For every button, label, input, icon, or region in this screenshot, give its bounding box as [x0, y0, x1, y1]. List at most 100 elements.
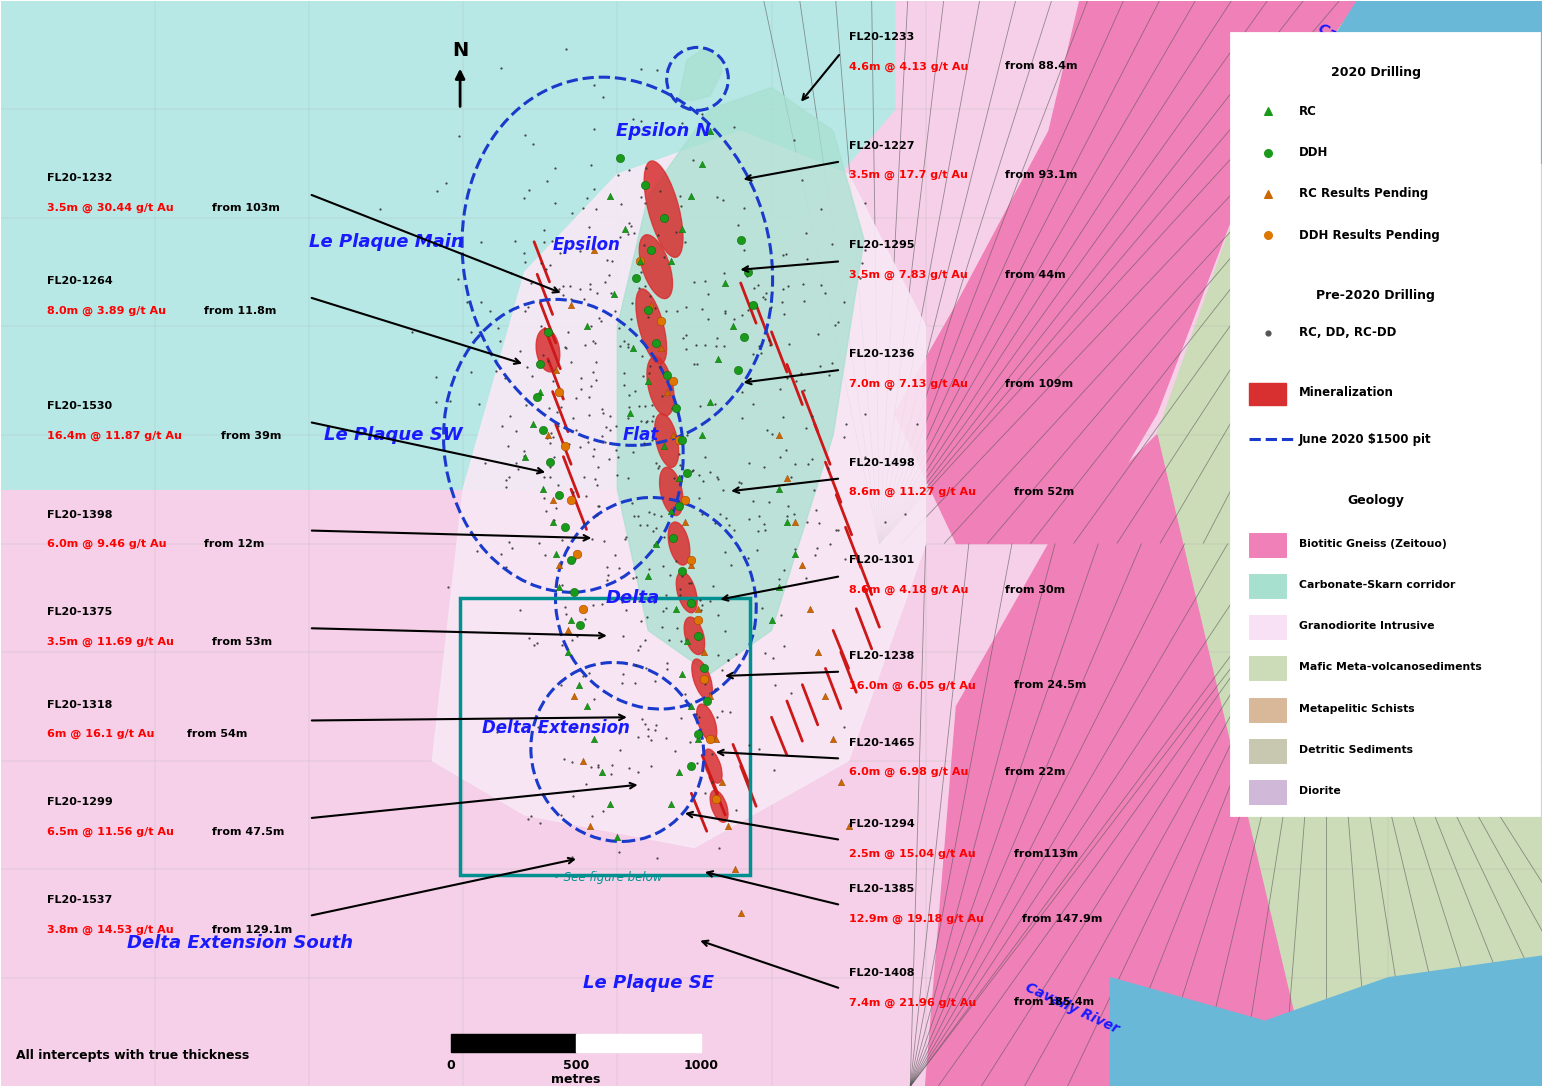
Point: [582, 180, 606, 197]
Text: from 30m: from 30m: [1001, 585, 1065, 595]
Point: [1256, 102, 1281, 120]
Point: [736, 455, 761, 472]
Point: [730, 306, 755, 324]
Point: [878, 380, 903, 398]
Point: [594, 571, 619, 589]
Point: [747, 740, 772, 758]
Point: [577, 280, 602, 298]
Point: [682, 272, 707, 290]
Point: [437, 392, 461, 410]
Point: [616, 335, 640, 352]
Ellipse shape: [535, 329, 560, 372]
Text: from 93.1m: from 93.1m: [1001, 170, 1077, 180]
Point: [667, 432, 691, 449]
Point: [809, 276, 833, 293]
Point: [833, 550, 858, 568]
Point: [741, 396, 765, 413]
Point: [563, 550, 588, 568]
Point: [628, 517, 653, 534]
Point: [626, 279, 651, 296]
Point: [753, 522, 778, 540]
Point: [713, 275, 738, 292]
Text: from 147.9m: from 147.9m: [1018, 913, 1103, 923]
Point: [552, 519, 577, 536]
Point: [572, 610, 597, 628]
Point: [589, 427, 614, 445]
Ellipse shape: [704, 749, 722, 783]
Point: [582, 439, 606, 457]
Point: [631, 367, 656, 385]
Point: [642, 722, 667, 739]
Point: [772, 246, 796, 264]
Point: [755, 284, 779, 302]
Point: [503, 423, 528, 440]
Point: [505, 460, 529, 477]
Point: [543, 546, 568, 564]
Point: [731, 242, 756, 259]
Point: [653, 247, 677, 265]
Point: [705, 189, 730, 206]
Point: [636, 372, 660, 389]
Point: [579, 317, 603, 335]
Point: [690, 596, 714, 614]
Text: from 88.4m: from 88.4m: [1001, 61, 1077, 72]
Point: [540, 492, 565, 509]
Point: [599, 283, 623, 301]
Point: [589, 596, 614, 614]
Text: from 53m: from 53m: [208, 637, 272, 646]
Point: [559, 492, 583, 509]
Point: [693, 448, 717, 465]
Point: [528, 814, 552, 832]
Point: [792, 380, 816, 398]
Point: [668, 187, 693, 205]
Point: [577, 407, 602, 424]
Point: [589, 763, 614, 780]
Point: [582, 76, 606, 94]
Point: [684, 336, 708, 353]
Point: [568, 280, 593, 298]
Point: [674, 426, 699, 444]
Point: [753, 290, 778, 307]
Point: [423, 393, 447, 411]
Point: [707, 471, 731, 488]
Point: [645, 61, 670, 78]
Point: [687, 591, 711, 608]
Point: [633, 278, 657, 295]
Point: [583, 371, 608, 388]
Point: [804, 501, 829, 519]
Point: [532, 723, 557, 740]
Point: [853, 404, 878, 422]
Bar: [1231, 34, 1540, 815]
Point: [531, 481, 555, 498]
Point: [582, 690, 606, 707]
Text: FL20-1294: FL20-1294: [849, 819, 915, 829]
Point: [512, 190, 537, 207]
Point: [634, 659, 659, 677]
Point: [790, 276, 815, 293]
Point: [793, 225, 818, 242]
Ellipse shape: [676, 572, 697, 613]
Point: [833, 415, 858, 433]
Text: Cavally River: Cavally River: [1316, 22, 1413, 77]
Point: [690, 426, 714, 444]
Point: [520, 415, 545, 433]
Text: 1000: 1000: [684, 1059, 717, 1073]
Point: [494, 558, 518, 576]
Point: [685, 600, 710, 617]
Text: 12.9m @ 19.18 g/t Au: 12.9m @ 19.18 g/t Au: [849, 913, 983, 924]
Point: [619, 294, 643, 312]
Point: [639, 731, 663, 749]
Point: [685, 730, 710, 748]
Point: [515, 299, 540, 316]
Point: [562, 720, 586, 738]
Text: 3.5m @ 30.44 g/t Au: 3.5m @ 30.44 g/t Au: [46, 203, 173, 213]
Point: [648, 182, 673, 199]
Point: [577, 276, 602, 293]
Point: [687, 467, 711, 484]
Text: Delta: Delta: [606, 589, 660, 607]
Point: [518, 275, 543, 292]
Point: [611, 364, 636, 381]
Polygon shape: [1111, 956, 1543, 1087]
Point: [543, 361, 568, 378]
Point: [849, 254, 873, 271]
